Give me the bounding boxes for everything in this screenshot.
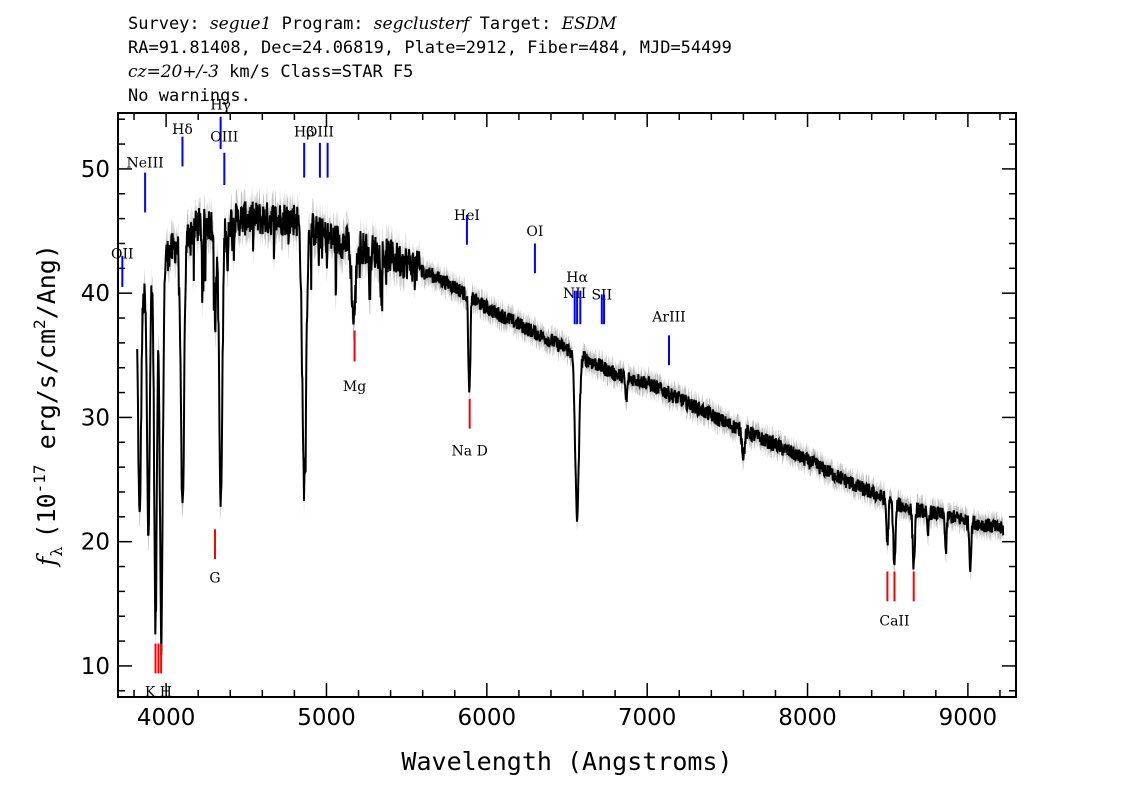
survey-value: segue1 [209, 14, 272, 34]
x-tick-label: 4000 [137, 705, 196, 731]
y-label-post: /Ang) [32, 244, 61, 319]
emission-line-label-1: NeIII [127, 156, 164, 172]
survey-label: Survey: [128, 14, 200, 34]
header-line-3: cz=20+/-3 km/s Class=STAR F5 [128, 60, 732, 84]
header-line-4: No warnings. [128, 86, 251, 106]
absorption-line-label-3: G [209, 570, 220, 586]
error-band [137, 185, 1004, 672]
y-label-exp2: 2 [30, 319, 49, 329]
x-tick-label: 6000 [458, 705, 517, 731]
x-axis-label: Wavelength (Angstroms) [401, 747, 732, 776]
y-tick-label: 10 [81, 654, 110, 680]
emission-line-label-13: SII [591, 287, 612, 303]
emission-line-label-6: OIII [306, 125, 334, 141]
plot-area [136, 185, 1005, 672]
axes: 4000 5000 6000 7000 8000 9000 10 20 30 40 50 [81, 112, 1017, 731]
y-tick-label: 40 [81, 281, 110, 307]
header-line-1: Survey: segue1 Program: segclusterf Targ… [128, 12, 732, 36]
y-axis-label: fλ (10-17 erg/s/cm2/Ang) [30, 244, 66, 568]
spectrum-header: Survey: segue1 Program: segclusterf Targ… [128, 12, 732, 108]
target-value: ESDM [561, 14, 617, 34]
redshift-value: cz=20+/-3 [128, 62, 219, 82]
plot-frame [117, 112, 1017, 698]
absorption-line-label-4: Mg [343, 379, 366, 395]
x-tick-label: 7000 [618, 705, 677, 731]
x-tick-label: 9000 [939, 705, 998, 731]
redshift-unit: km/s [229, 62, 271, 82]
y-tick-label: 30 [81, 405, 110, 431]
header-line-2: RA=91.81408, Dec=24.06819, Plate=2912, F… [128, 38, 732, 58]
target-label: Target: [479, 14, 552, 34]
y-label-f: f [32, 553, 61, 568]
program-value: segclusterf [373, 14, 470, 34]
emission-line-label-2: Hδ [172, 122, 193, 138]
emission-line-label-9: OI [526, 224, 543, 240]
emission-line-label-15: ArIII [651, 310, 685, 326]
emission-line-label-0: OII [111, 246, 134, 262]
class-value: Class=STAR F5 [280, 62, 414, 82]
y-tick-label: 50 [81, 157, 110, 183]
emission-line-label-3: Hγ [210, 97, 231, 113]
spectrum-line [136, 200, 1005, 656]
x-tick-label: 5000 [297, 705, 356, 731]
emission-line-label-10: Hα [566, 270, 588, 286]
absorption-line-label-0: K H [145, 685, 172, 701]
emission-line-label-4: OIII [210, 130, 238, 146]
x-tick-label: 8000 [778, 705, 837, 731]
program-label: Program: [281, 14, 364, 34]
y-label-sub: λ [47, 547, 66, 557]
emission-line-label-11: NII [563, 286, 586, 302]
y-label-pre: (10 [32, 493, 61, 538]
emission-line-label-8: HeI [454, 208, 480, 224]
y-tick-label: 20 [81, 530, 110, 556]
absorption-line-label-6: CaII [879, 614, 909, 630]
absorption-line-label-5: Na D [452, 444, 488, 460]
y-label-mid: erg/s/cm [32, 329, 61, 464]
emission-line-label-5: Hβ [294, 125, 314, 141]
y-label-exp1: -17 [30, 464, 49, 493]
